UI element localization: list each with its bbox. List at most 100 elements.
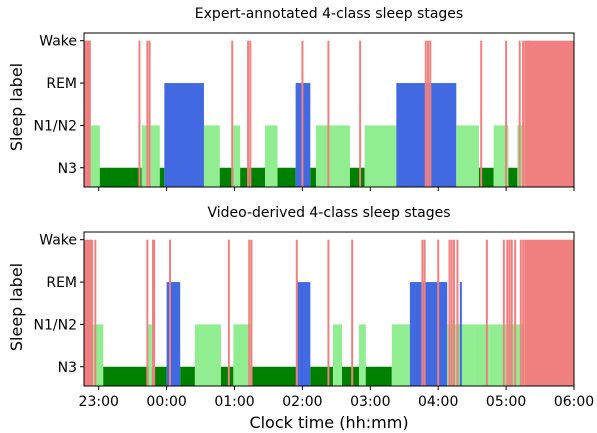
stage-segment-n1-n2	[141, 125, 160, 187]
wake-spike	[485, 239, 488, 386]
top-chart-title: Expert-annotated 4-class sleep stages	[195, 6, 463, 22]
y-tick-label: REM	[46, 76, 77, 92]
stage-segment-n1-n2	[456, 125, 479, 187]
wake-spike	[508, 239, 511, 386]
stage-segment-n3	[349, 167, 365, 187]
wake-spike	[153, 239, 156, 386]
stage-segment-rem	[164, 83, 204, 187]
stage-segment-n1-n2	[265, 125, 278, 187]
stage-segment-n3	[103, 366, 149, 386]
plot-frame	[83, 32, 575, 188]
rem-spike	[459, 282, 462, 386]
stage-segment-n1-n2	[364, 125, 397, 187]
wake-spike	[327, 40, 330, 188]
wake-spike	[301, 40, 304, 188]
stage-segment-n3	[310, 366, 333, 386]
x-tick-label: 03:00	[350, 394, 390, 410]
stage-segment-n1-n2	[493, 125, 509, 187]
y-tick-label: N1/N2	[34, 118, 77, 134]
wake-spike	[146, 239, 149, 386]
y-tick-label: N1/N2	[34, 317, 77, 333]
x-tick-label: 06:00	[554, 394, 594, 410]
bottom-chart-ylabel: Sleep label	[7, 263, 26, 351]
stage-segment-rem	[296, 282, 311, 386]
top-chart: Expert-annotated 4-class sleep stages Sl…	[7, 6, 575, 191]
x-tick-label: 04:00	[418, 394, 458, 410]
wake-spike	[514, 239, 517, 386]
wake-spike	[518, 40, 521, 188]
wake-spike	[456, 239, 459, 386]
wake-spike	[94, 239, 97, 386]
y-tick-label: N3	[58, 360, 77, 376]
wake-spike	[506, 239, 509, 386]
plot-frame	[83, 231, 575, 387]
stage-segment-n1-n2	[93, 324, 104, 386]
wake-spike	[480, 40, 483, 188]
y-tick-label: N3	[58, 161, 77, 177]
stage-segment-n3	[365, 366, 392, 386]
x-axis-label: Clock time (hh:mm)	[249, 413, 408, 432]
wake-spike	[359, 40, 362, 188]
stage-segment-n1-n2	[517, 125, 525, 187]
stage-segment-n3	[99, 167, 142, 187]
top-chart-plot: N3 N1/N2 REM Wake	[34, 32, 575, 191]
wake-spike	[427, 40, 430, 188]
x-tick-label: 00:00	[146, 394, 186, 410]
wake-spike	[453, 239, 456, 386]
wake-spike	[424, 40, 427, 188]
stage-segment-n3	[250, 366, 297, 386]
stage-segment-n1-n2	[315, 125, 350, 187]
wake-spike	[437, 239, 440, 386]
wake-spike	[351, 239, 354, 386]
wake-spike	[327, 239, 330, 386]
wake-spike	[295, 239, 298, 386]
bottom-chart: Video-derived 4-class sleep stages Sleep…	[7, 205, 594, 432]
wake-spike	[152, 239, 155, 386]
stage-segment-n3	[478, 167, 494, 187]
stage-segment-n1-n2	[148, 324, 152, 386]
stage-segment-n1-n2	[489, 324, 507, 386]
stage-segment-n3	[151, 366, 167, 386]
stage-segment-n3	[159, 167, 165, 187]
stage-segment-n3	[219, 167, 234, 187]
stage-segment-n3	[277, 167, 296, 187]
y-tick-label: Wake	[39, 233, 77, 249]
stage-segment-n3	[220, 366, 234, 386]
x-tick-label: 05:00	[486, 394, 526, 410]
wake-spike	[510, 239, 513, 386]
wake-spike	[421, 239, 424, 386]
wake-spike	[522, 239, 525, 386]
wake-spike	[146, 40, 149, 188]
x-tick-label: 23:00	[79, 394, 119, 410]
wake-spike	[527, 40, 530, 188]
stage-segment-rem	[409, 282, 448, 386]
wake-spike	[448, 239, 451, 386]
wake-spike	[227, 239, 230, 386]
wake-spike	[250, 239, 253, 386]
stage-segment-n1-n2	[391, 324, 410, 386]
x-tick-label: 01:00	[214, 394, 254, 410]
stage-segment-n1-n2	[358, 324, 366, 386]
wake-spike	[231, 40, 234, 188]
wake-spike	[522, 40, 525, 188]
wake-spike	[169, 239, 172, 386]
stage-segment-n3	[508, 167, 518, 187]
stage-segment-n1-n2	[194, 324, 221, 386]
stage-segment-n1-n2	[203, 125, 220, 187]
wake-spike	[502, 239, 505, 386]
x-tick-label: 02:00	[282, 394, 322, 410]
stage-segment-n1-n2	[233, 324, 251, 386]
wake-spike	[88, 40, 91, 188]
stage-segment-wake	[524, 239, 574, 386]
stage-segment-rem	[166, 282, 181, 386]
wake-spike	[148, 40, 151, 188]
stage-segment-wake	[84, 239, 94, 386]
top-chart-ylabel: Sleep label	[7, 63, 26, 151]
wake-spike	[423, 239, 426, 386]
wake-spike	[138, 40, 141, 188]
stage-segment-n3	[180, 366, 195, 386]
wake-spike	[429, 40, 432, 188]
bottom-chart-plot: N3 N1/N2 REM Wake 23:00 00:00 01:00 02:00 03:00 0…	[34, 231, 594, 410]
stage-segment-n3	[240, 167, 266, 187]
